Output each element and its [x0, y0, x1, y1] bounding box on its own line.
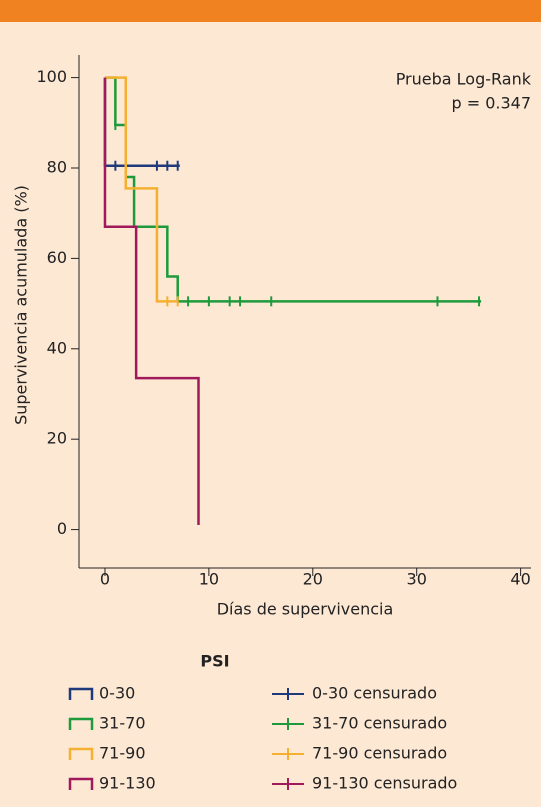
y-tick-label: 60: [47, 248, 67, 267]
legend-label: 0-30: [99, 684, 135, 703]
y-tick-label: 40: [47, 338, 67, 357]
legend-label: 71-90 censurado: [312, 744, 447, 763]
y-tick-label: 20: [47, 429, 67, 448]
legend-label: 31-70: [99, 714, 146, 733]
survival-line: [104, 76, 178, 303]
x-tick-label: 10: [199, 570, 219, 589]
x-tick-label: 0: [100, 570, 110, 589]
legend-swatch: [68, 777, 94, 790]
x-tick-label: 40: [510, 570, 530, 589]
annotation: p = 0.347: [451, 94, 531, 113]
legend-label: 91-130: [99, 774, 156, 793]
survival-line: [104, 76, 482, 303]
top-bar: [0, 0, 541, 22]
x-tick-label: 20: [303, 570, 323, 589]
legend-label: 0-30 censurado: [312, 684, 437, 703]
y-tick-label: 100: [36, 67, 67, 86]
legend-label: 71-90: [99, 744, 146, 763]
legend-title: PSI: [200, 652, 229, 671]
legend-swatch: [68, 747, 94, 760]
y-axis-label: Supervivencia acumulada (%): [12, 185, 31, 425]
legend-label: 31-70 censurado: [312, 714, 447, 733]
legend-swatch: [68, 717, 94, 730]
x-tick-label: 30: [407, 570, 427, 589]
x-axis-label: Días de supervivencia: [217, 600, 394, 619]
legend-swatch: [68, 687, 94, 700]
y-tick-label: 0: [57, 519, 67, 538]
survival-line: [103, 77, 200, 526]
y-tick-label: 80: [47, 157, 67, 176]
annotation: Prueba Log-Rank: [396, 70, 532, 89]
legend-label: 91-130 censurado: [312, 774, 457, 793]
